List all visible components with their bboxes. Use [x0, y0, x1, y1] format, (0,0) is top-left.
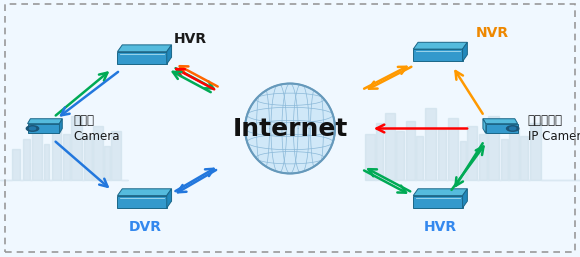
Polygon shape	[413, 42, 467, 49]
Text: NVR: NVR	[476, 26, 509, 40]
Polygon shape	[413, 49, 463, 61]
Circle shape	[510, 127, 516, 130]
Polygon shape	[117, 189, 172, 196]
Polygon shape	[117, 45, 172, 52]
Polygon shape	[463, 189, 467, 208]
Text: 摄像机
Camera: 摄像机 Camera	[74, 115, 120, 142]
Polygon shape	[28, 124, 59, 133]
Polygon shape	[413, 189, 467, 196]
Text: 网络摄像机
IP Camera: 网络摄像机 IP Camera	[528, 115, 580, 142]
Polygon shape	[463, 42, 467, 61]
Text: HVR: HVR	[174, 32, 207, 46]
Ellipse shape	[245, 84, 335, 173]
Polygon shape	[483, 119, 517, 124]
Polygon shape	[167, 45, 172, 64]
Circle shape	[506, 126, 519, 131]
Polygon shape	[117, 196, 167, 208]
Polygon shape	[365, 108, 580, 180]
Polygon shape	[117, 52, 167, 64]
Text: Internet: Internet	[233, 116, 347, 141]
Circle shape	[26, 126, 39, 131]
Polygon shape	[0, 116, 128, 180]
Polygon shape	[413, 196, 463, 208]
Polygon shape	[483, 119, 486, 133]
Polygon shape	[28, 119, 62, 124]
Text: DVR: DVR	[129, 220, 161, 234]
Polygon shape	[59, 119, 62, 133]
Text: HVR: HVR	[424, 220, 458, 234]
Polygon shape	[486, 124, 517, 133]
Circle shape	[30, 127, 35, 130]
Polygon shape	[167, 189, 172, 208]
